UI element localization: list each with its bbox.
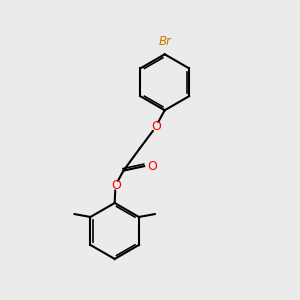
Text: O: O <box>151 120 161 133</box>
Text: O: O <box>111 179 121 192</box>
Text: Br: Br <box>158 35 171 48</box>
Text: O: O <box>148 160 158 173</box>
